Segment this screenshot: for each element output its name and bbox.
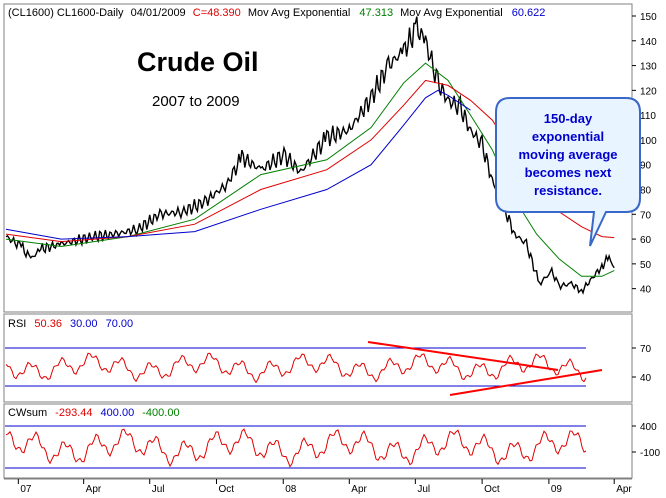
resistance-callout: 150-day exponential moving average becom… — [495, 97, 641, 247]
rsi-trendline-up — [449, 369, 603, 396]
y-tick-label: 140 — [640, 37, 657, 48]
cwsum-header: CWsum -293.44 400.00 -400.00 — [8, 407, 180, 419]
x-tick-label: Apr — [616, 484, 632, 495]
x-tick-label: 08 — [285, 484, 297, 495]
cwsum-upper-value: 400.00 — [101, 407, 135, 419]
cwsum-panel-frame — [3, 403, 633, 479]
chart-subtitle: 2007 to 2009 — [152, 93, 240, 110]
cwsum-tick-400: 400 — [640, 422, 657, 433]
x-tick-label: 07 — [20, 484, 32, 495]
ema-long-series — [5, 89, 471, 240]
x-tick-label: Oct — [484, 484, 500, 495]
price-plot — [5, 16, 615, 295]
x-axis: 07 Apr Jul Oct 08 Apr Jul Oct 09 Apr — [4, 478, 632, 495]
callout-line-2: exponential — [532, 129, 604, 144]
x-tick-label: Jul — [417, 484, 430, 495]
y-tick-label: 80 — [640, 186, 652, 197]
y-tick-label: 50 — [640, 260, 652, 271]
cwsum-tick-minus100: -100 — [640, 448, 660, 459]
header-ma2-label: Mov Avg Exponential — [400, 7, 503, 19]
rsi-tick-40: 40 — [640, 373, 652, 384]
cwsum-value: -293.44 — [55, 407, 92, 419]
y-tick-label: 90 — [640, 161, 652, 172]
y-tick-label: 130 — [640, 62, 657, 73]
callout-line-4: becomes next — [525, 165, 612, 180]
rsi-panel-frame — [3, 313, 633, 403]
y-tick-label: 110 — [640, 111, 656, 122]
header-close: C=48.390 — [193, 7, 241, 19]
chart-title: Crude Oil — [137, 47, 259, 77]
x-tick-label: Apr — [351, 484, 367, 495]
rsi-line — [5, 352, 587, 384]
rsi-trendline-down — [367, 341, 559, 371]
header-ma1-label: Mov Avg Exponential — [248, 7, 351, 19]
cwsum-line — [5, 428, 587, 468]
rsi-label: RSI — [8, 318, 26, 330]
rsi-value: 50.36 — [34, 318, 62, 330]
rsi-lower-value: 30.00 — [70, 318, 98, 330]
rsi-header: RSI 50.36 30.00 70.00 — [8, 318, 133, 330]
callout-line-5: resistance. — [534, 183, 602, 198]
cwsum-panel: CWsum -293.44 400.00 -400.00 400 -100 — [5, 407, 660, 469]
header-line: (CL1600) CL1600-Daily 04/01/2009 C=48.39… — [8, 7, 545, 19]
ema-short-series — [5, 62, 615, 277]
y-tick-label: 120 — [640, 86, 657, 97]
rsi-upper-value: 70.00 — [106, 318, 134, 330]
price-y-axis: 40 50 60 70 80 90 100 110 120 130 140 150 — [632, 12, 657, 296]
y-tick-label: 40 — [640, 285, 652, 296]
header-ma1-value: 47.313 — [359, 7, 393, 19]
callout-line-3: moving average — [519, 147, 618, 162]
y-tick-label: 100 — [640, 136, 657, 147]
header-date: 04/01/2009 — [131, 7, 186, 19]
cwsum-label: CWsum — [8, 407, 47, 419]
x-tick-label: 09 — [551, 484, 563, 495]
ema-mid-series — [5, 79, 615, 243]
callout-line-1: 150-day — [544, 111, 593, 126]
header-symbol: (CL1600) CL1600-Daily — [8, 7, 124, 19]
x-tick-label: Jul — [152, 484, 165, 495]
x-tick-label: Oct — [218, 484, 234, 495]
rsi-tick-70: 70 — [640, 344, 652, 355]
y-tick-label: 70 — [640, 210, 652, 221]
y-tick-label: 60 — [640, 235, 652, 246]
header-ma2-value: 60.622 — [512, 7, 546, 19]
rsi-panel: RSI 50.36 30.00 70.00 70 40 — [5, 318, 652, 396]
y-tick-label: 150 — [640, 12, 657, 23]
cwsum-lower-value: -400.00 — [142, 407, 179, 419]
x-tick-label: Apr — [86, 484, 102, 495]
callout-bubble — [495, 97, 641, 247]
